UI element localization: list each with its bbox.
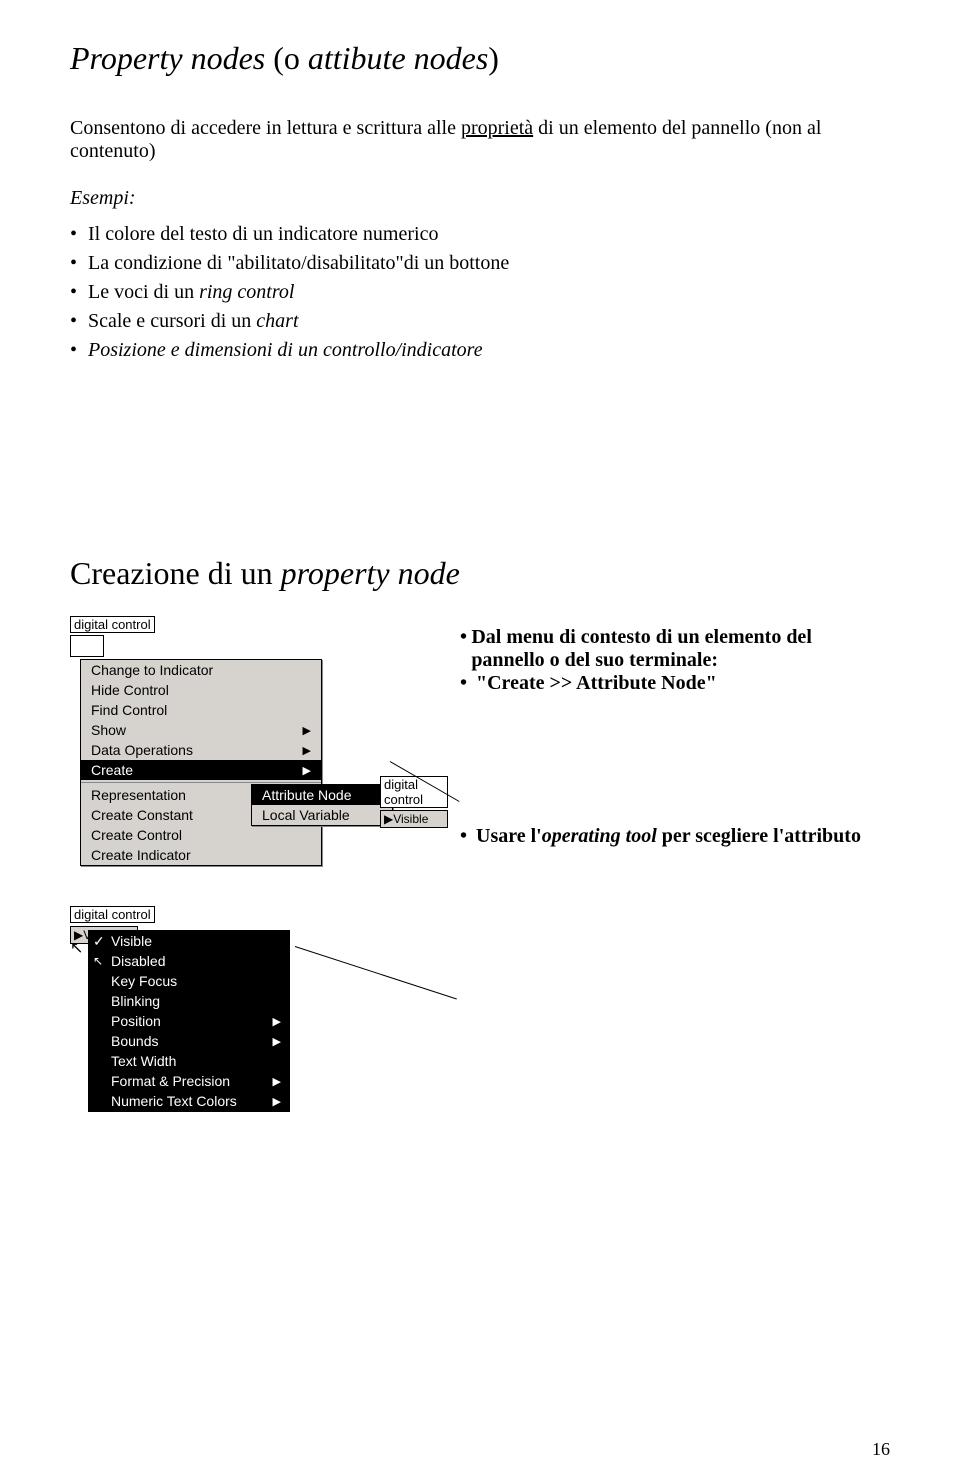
result-node-body: ▶Visible	[380, 810, 448, 828]
cursor-mark-icon: ↖	[93, 954, 103, 968]
menu1-item[interactable]: Hide Control	[81, 680, 321, 700]
submenu-arrow-icon: ▶	[303, 744, 311, 757]
submenu-arrow-icon: ▶	[273, 1075, 281, 1088]
menu2-item[interactable]: Key Focus	[89, 971, 289, 991]
submenu-item-attribute-node[interactable]: Attribute Node	[252, 785, 392, 805]
property-node-2-label: digital control	[70, 906, 155, 923]
sub-i: property node	[281, 555, 460, 591]
title-part-d: )	[488, 40, 499, 76]
check-icon: ✓	[93, 933, 105, 950]
menu1-item[interactable]: Create Control	[81, 825, 321, 845]
submenu-arrow-icon: ▶	[303, 764, 311, 777]
menu2-item[interactable]: Text Width	[89, 1051, 289, 1071]
subtitle: Creazione di un property node	[70, 555, 890, 592]
instructions-column: •Dal menu di contesto di un elemento del…	[460, 616, 890, 1112]
menu1-item[interactable]: Data Operations▶	[81, 740, 321, 760]
bullet-5: Posizione e dimensioni di un controllo/i…	[88, 336, 483, 365]
menu1-item[interactable]: Create Indicator	[81, 845, 321, 865]
menu2-item[interactable]: ↖Disabled	[89, 951, 289, 971]
esempi-label: Esempi:	[70, 187, 890, 210]
menu2-item[interactable]: Numeric Text Colors▶	[89, 1091, 289, 1111]
title-part-a: Property nodes	[70, 40, 265, 76]
terminal-label: digital control	[70, 616, 155, 633]
bullet-1: Il colore del testo di un indicatore num…	[88, 220, 438, 249]
instr-1a: Dal menu di contesto di un elemento del …	[471, 626, 890, 672]
submenu-item-local-variable[interactable]: Local Variable	[252, 805, 392, 825]
result-node: digital control ▶Visible	[380, 776, 448, 828]
title-part-b: (o	[265, 40, 308, 76]
page-title: Property nodes (o attibute nodes)	[70, 40, 890, 77]
title-part-c: attibute nodes	[308, 40, 488, 76]
instr-2: Usare l'operating tool per scegliere l'a…	[476, 825, 861, 848]
callout-line-2	[295, 946, 457, 999]
menu2-item[interactable]: Position▶	[89, 1011, 289, 1031]
bullet-3: Le voci di un ring control	[88, 278, 294, 307]
result-node-label: digital control	[380, 776, 448, 808]
intro-text: Consentono di accedere in lettura e scri…	[70, 117, 890, 163]
menu2-item-visible[interactable]: ✓Visible	[89, 931, 289, 951]
submenu-arrow-icon: ▶	[273, 1095, 281, 1108]
screenshots-column: digital control Change to Indicator Hide…	[70, 616, 420, 1112]
submenu-create[interactable]: Attribute Node Local Variable	[251, 784, 393, 826]
submenu-arrow-icon: ▶	[273, 1035, 281, 1048]
menu-separator	[81, 782, 321, 783]
menu2-item[interactable]: Format & Precision▶	[89, 1071, 289, 1091]
menu1-item[interactable]: Change to Indicator	[81, 660, 321, 680]
intro-underline: proprietà	[461, 117, 533, 139]
intro-a: Consentono di accedere in lettura e scri…	[70, 117, 461, 139]
attribute-menu[interactable]: ✓Visible ↖Disabled Key Focus Blinking Po…	[88, 930, 290, 1112]
terminal-icon	[70, 635, 104, 657]
submenu-arrow-icon: ▶	[303, 724, 311, 737]
cursor-icon: ↖	[70, 938, 83, 958]
menu1-item[interactable]: Show▶	[81, 720, 321, 740]
submenu-arrow-icon: ▶	[273, 1015, 281, 1028]
page-number: 16	[872, 1439, 890, 1460]
bullet-2: La condizione di "abilitato/disabilitato…	[88, 249, 509, 278]
menu2-item[interactable]: Bounds▶	[89, 1031, 289, 1051]
bullet-4: Scale e cursori di un chart	[88, 307, 299, 336]
menu1-item-create[interactable]: Create▶	[81, 760, 321, 780]
menu1-item[interactable]: Find Control	[81, 700, 321, 720]
example-list: •Il colore del testo di un indicatore nu…	[70, 220, 890, 365]
sub-a: Creazione di un	[70, 555, 281, 591]
menu2-item[interactable]: Blinking	[89, 991, 289, 1011]
context-menu-1[interactable]: Change to Indicator Hide Control Find Co…	[80, 659, 322, 866]
instr-1b: "Create >> Attribute Node"	[476, 672, 717, 695]
